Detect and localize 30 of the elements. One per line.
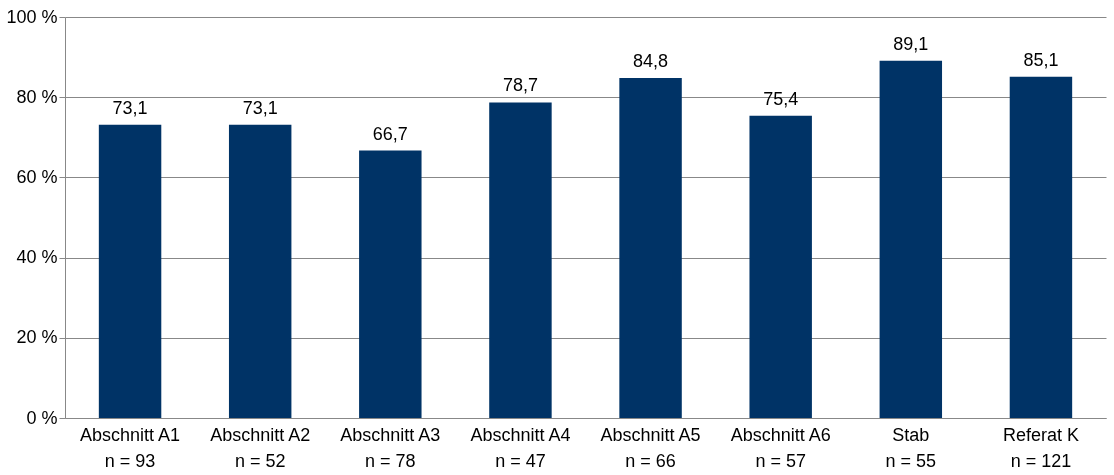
x-tick-label: Referat K n = 121 [1002, 424, 1079, 471]
x-tick-label: Abschnitt A2 n = 52 [210, 424, 311, 471]
y-tick-label: 0 % [26, 407, 58, 428]
data-label: 85,1 [1023, 49, 1059, 70]
data-label: 73,1 [242, 97, 278, 118]
data-label: 78,7 [502, 75, 538, 96]
bar [879, 60, 943, 418]
x-tick-label: Abschnitt A6 n = 57 [730, 424, 831, 471]
x-tick-label: Abschnitt A5 n = 66 [600, 424, 701, 471]
y-tick-label: 60 % [16, 166, 58, 187]
bar [98, 124, 162, 418]
bar [359, 150, 422, 418]
x-tick-label: Abschnitt A4 n = 47 [470, 424, 571, 471]
data-label: 75,4 [763, 88, 799, 109]
bar [228, 124, 292, 418]
y-tick-label: 20 % [16, 327, 58, 348]
data-label: 66,7 [372, 123, 408, 144]
y-tick-label: 100 % [6, 6, 58, 27]
x-tick-label: Abschnitt A3 n = 78 [340, 424, 441, 471]
bar [619, 77, 682, 418]
bar [1009, 76, 1073, 418]
data-label: 89,1 [893, 33, 929, 54]
bar [489, 102, 552, 418]
bar [749, 115, 812, 418]
data-label: 84,8 [633, 50, 669, 71]
y-tick-label: 80 % [16, 86, 58, 107]
x-tick-label: Stab n = 55 [885, 424, 937, 471]
y-tick-label: 40 % [16, 247, 58, 268]
data-label: 73,1 [112, 97, 148, 118]
x-tick-label: Abschnitt A1 n = 93 [80, 424, 181, 471]
